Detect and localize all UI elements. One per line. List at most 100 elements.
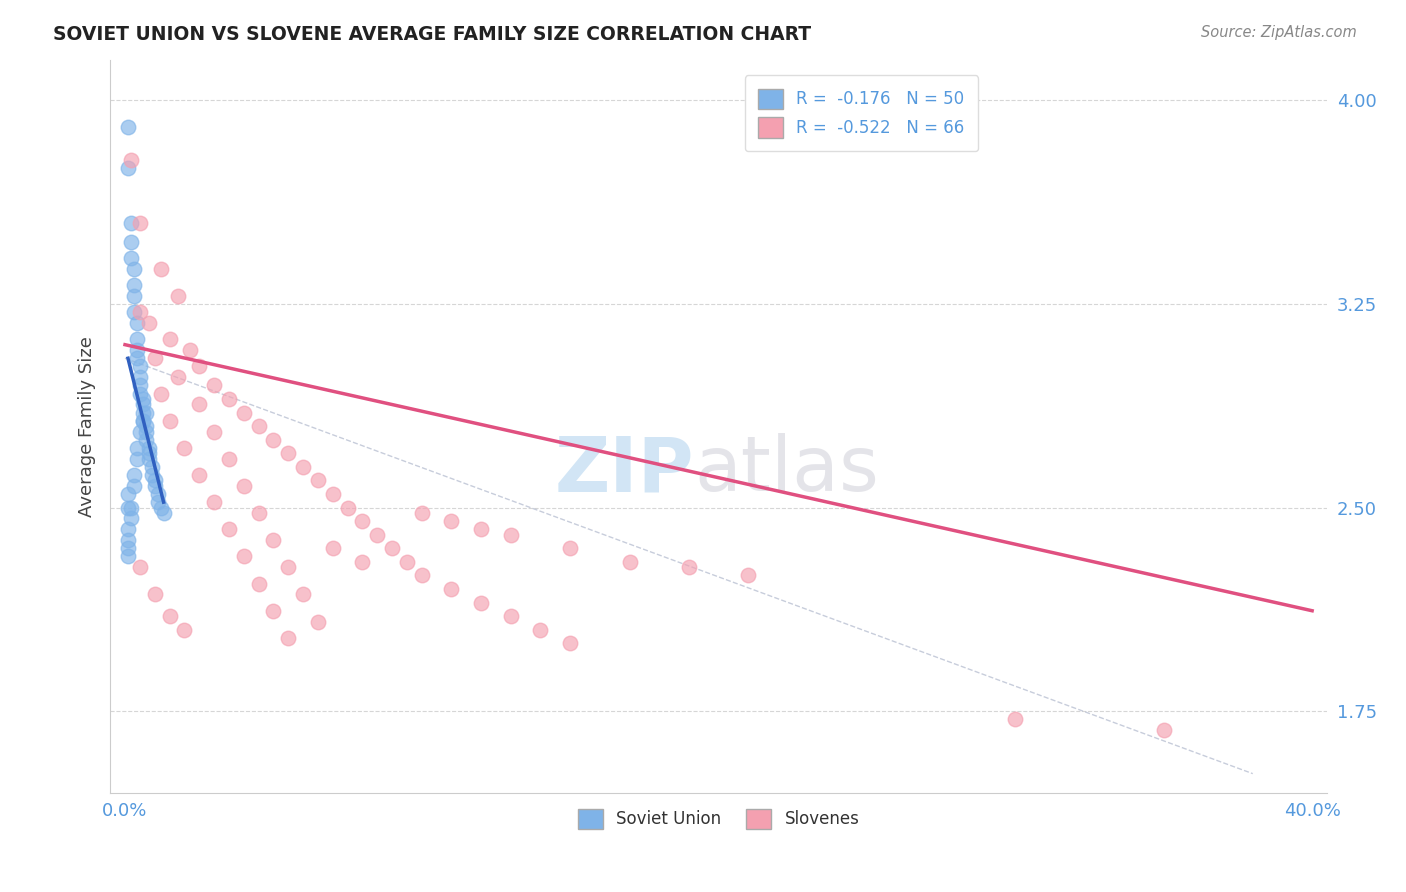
- Point: [138, 446, 160, 460]
- Point: [381, 541, 404, 556]
- Point: [202, 495, 225, 509]
- Point: [232, 479, 254, 493]
- Point: [138, 441, 160, 455]
- Point: [125, 351, 148, 366]
- Point: [122, 277, 145, 292]
- Point: [138, 316, 160, 330]
- Point: [159, 332, 181, 346]
- Point: [146, 495, 169, 509]
- Point: [117, 161, 139, 176]
- Point: [132, 414, 155, 428]
- Point: [440, 582, 463, 596]
- Point: [232, 549, 254, 564]
- Point: [737, 568, 759, 582]
- Point: [146, 487, 169, 501]
- Point: [135, 419, 157, 434]
- Point: [149, 261, 172, 276]
- Point: [247, 506, 270, 520]
- Point: [138, 451, 160, 466]
- Point: [120, 251, 142, 265]
- Point: [560, 636, 582, 650]
- Point: [277, 631, 299, 645]
- Point: [143, 474, 166, 488]
- Point: [122, 305, 145, 319]
- Point: [395, 555, 418, 569]
- Point: [125, 451, 148, 466]
- Text: Source: ZipAtlas.com: Source: ZipAtlas.com: [1201, 25, 1357, 40]
- Point: [122, 479, 145, 493]
- Point: [152, 506, 174, 520]
- Point: [167, 289, 190, 303]
- Point: [125, 441, 148, 455]
- Point: [188, 359, 211, 374]
- Point: [322, 487, 344, 501]
- Point: [128, 359, 150, 374]
- Point: [619, 555, 641, 569]
- Point: [159, 414, 181, 428]
- Point: [143, 587, 166, 601]
- Point: [125, 316, 148, 330]
- Point: [470, 522, 492, 536]
- Point: [149, 386, 172, 401]
- Point: [1153, 723, 1175, 738]
- Point: [120, 235, 142, 249]
- Point: [125, 332, 148, 346]
- Point: [366, 527, 388, 541]
- Point: [218, 451, 240, 466]
- Point: [117, 541, 139, 556]
- Point: [120, 511, 142, 525]
- Point: [132, 406, 155, 420]
- Point: [560, 541, 582, 556]
- Point: [470, 596, 492, 610]
- Point: [117, 487, 139, 501]
- Point: [122, 468, 145, 483]
- Point: [117, 533, 139, 548]
- Point: [132, 392, 155, 406]
- Point: [499, 527, 522, 541]
- Point: [128, 305, 150, 319]
- Point: [188, 397, 211, 411]
- Text: ZIP: ZIP: [555, 434, 695, 508]
- Point: [143, 351, 166, 366]
- Point: [218, 522, 240, 536]
- Point: [117, 549, 139, 564]
- Point: [120, 153, 142, 167]
- Point: [1004, 712, 1026, 726]
- Point: [277, 560, 299, 574]
- Point: [247, 576, 270, 591]
- Point: [117, 522, 139, 536]
- Point: [529, 623, 551, 637]
- Point: [128, 215, 150, 229]
- Point: [411, 506, 433, 520]
- Point: [202, 425, 225, 439]
- Text: SOVIET UNION VS SLOVENE AVERAGE FAMILY SIZE CORRELATION CHART: SOVIET UNION VS SLOVENE AVERAGE FAMILY S…: [53, 25, 811, 44]
- Point: [352, 555, 374, 569]
- Point: [122, 261, 145, 276]
- Point: [202, 378, 225, 392]
- Point: [141, 459, 163, 474]
- Point: [307, 615, 329, 629]
- Point: [262, 604, 284, 618]
- Point: [173, 441, 195, 455]
- Point: [149, 500, 172, 515]
- Point: [307, 474, 329, 488]
- Point: [262, 433, 284, 447]
- Point: [218, 392, 240, 406]
- Point: [262, 533, 284, 548]
- Point: [292, 587, 315, 601]
- Point: [232, 406, 254, 420]
- Point: [143, 479, 166, 493]
- Point: [135, 425, 157, 439]
- Point: [159, 609, 181, 624]
- Point: [167, 370, 190, 384]
- Point: [122, 289, 145, 303]
- Point: [292, 459, 315, 474]
- Point: [128, 560, 150, 574]
- Point: [128, 386, 150, 401]
- Point: [128, 370, 150, 384]
- Point: [188, 468, 211, 483]
- Point: [179, 343, 201, 357]
- Point: [141, 468, 163, 483]
- Point: [411, 568, 433, 582]
- Point: [132, 414, 155, 428]
